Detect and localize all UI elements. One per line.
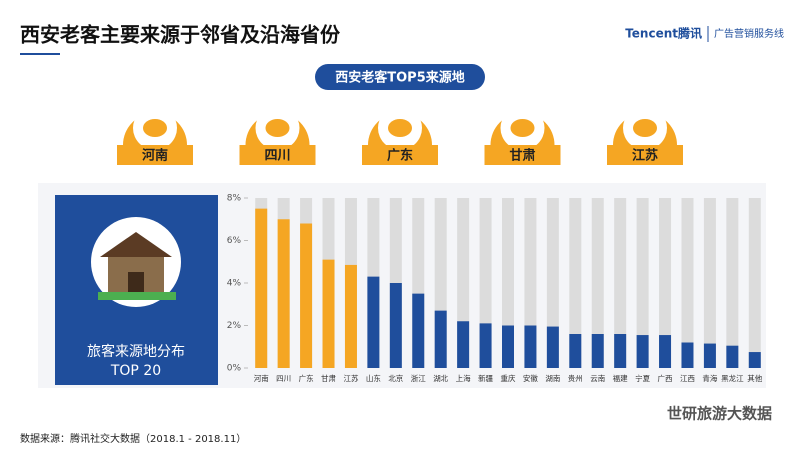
x-tick-label: 浙江 xyxy=(411,373,426,383)
bar-track xyxy=(659,198,672,368)
x-tick-label: 重庆 xyxy=(501,373,516,383)
bar xyxy=(367,276,380,368)
bar-track xyxy=(636,198,649,368)
x-tick-label: 上海 xyxy=(456,373,471,383)
bar xyxy=(726,345,739,368)
bar xyxy=(659,335,672,368)
x-tick-label: 湖南 xyxy=(545,373,560,383)
x-tick-label: 北京 xyxy=(388,373,403,383)
x-tick-label: 山东 xyxy=(366,373,381,383)
badge-label: 四川 xyxy=(264,149,290,164)
badge-label: 江苏 xyxy=(632,148,658,164)
bar xyxy=(546,326,559,368)
top5-banner xyxy=(315,64,485,90)
bar xyxy=(479,323,492,368)
x-tick-label: 云南 xyxy=(590,373,605,383)
bar-track xyxy=(569,198,582,368)
bar xyxy=(457,321,470,368)
x-tick-label: 广西 xyxy=(658,373,673,383)
badge-ribbon xyxy=(362,145,438,165)
bar xyxy=(255,208,268,368)
badge-ribbon xyxy=(239,145,316,165)
source: 数据来源：腾讯社交大数据（2018.1 - 2018.11） xyxy=(20,432,246,445)
bar xyxy=(591,334,604,368)
badge-map xyxy=(633,119,657,137)
x-tick-label: 广东 xyxy=(299,373,314,383)
bar-track xyxy=(681,198,694,368)
bar xyxy=(524,325,537,368)
badge-map xyxy=(388,119,412,137)
badge-map xyxy=(265,119,290,137)
bar xyxy=(569,334,582,368)
bar xyxy=(344,264,357,368)
y-tick-label: 4% xyxy=(227,279,242,289)
icon-roof xyxy=(100,232,172,257)
bar xyxy=(434,310,447,368)
bar xyxy=(300,223,313,368)
x-tick-label: 宁夏 xyxy=(635,373,650,383)
watermark: 世研旅游大数据 xyxy=(667,405,772,423)
bar-track xyxy=(726,198,739,368)
top5-title: 西安老客TOP5来源地 xyxy=(335,70,465,86)
badge-map xyxy=(510,119,535,137)
badges: 河南 四川 广东 甘肃 江苏 xyxy=(117,106,683,165)
bar-track xyxy=(614,198,627,368)
y-tick-label: 6% xyxy=(227,236,242,246)
info-line1: 旅客来源地分布 xyxy=(87,343,185,360)
badge-ribbon xyxy=(117,145,193,165)
y-tick-label: 0% xyxy=(227,364,242,374)
badge-ribbon xyxy=(607,145,683,165)
icon-gate xyxy=(128,272,144,292)
y-tick-label: 2% xyxy=(227,321,242,331)
bar xyxy=(614,334,627,368)
bar-track xyxy=(748,198,761,368)
x-tick-label: 河南 xyxy=(254,373,269,383)
bar-track xyxy=(591,198,604,368)
bar xyxy=(502,325,514,368)
badge-ribbon xyxy=(484,145,561,165)
x-tick-label: 贵州 xyxy=(568,373,583,383)
x-tick-label: 青海 xyxy=(702,373,717,383)
bar xyxy=(322,259,335,368)
badge-label: 广东 xyxy=(387,148,413,164)
x-tick-label: 湖北 xyxy=(433,374,448,383)
badge-map xyxy=(143,119,167,137)
bar-track xyxy=(546,198,559,368)
x-tick-label: 福建 xyxy=(613,373,628,383)
x-tick-label: 四川 xyxy=(276,374,291,383)
bar xyxy=(703,343,716,368)
icon-ground xyxy=(98,292,176,300)
x-tick-label: 甘肃 xyxy=(321,373,336,383)
bar xyxy=(277,219,290,368)
x-tick-label: 黑龙江 xyxy=(721,373,744,383)
x-tick-label: 江西 xyxy=(680,374,695,383)
y-tick-label: 8% xyxy=(227,194,242,204)
slide-title: 西安老客主要来源于邻省及沿海省份 xyxy=(20,23,341,47)
bar-track xyxy=(703,198,716,368)
x-tick-label: 安徽 xyxy=(523,373,538,383)
logo: Tencent腾讯 xyxy=(625,26,702,41)
bar xyxy=(681,342,694,368)
x-tick-label: 江苏 xyxy=(343,373,358,383)
plot: 0% 2% 4% 6% 8% 河南 四川 广东 甘肃 江苏 山东 北京 浙江 湖北 上海 新疆 重庆 安徽 湖南 贵州… xyxy=(227,194,763,384)
bar xyxy=(412,293,425,368)
x-tick-label: 其他 xyxy=(747,373,762,383)
badge-label: 河南 xyxy=(142,148,168,164)
bar xyxy=(748,352,761,368)
badge-label: 甘肃 xyxy=(509,148,535,164)
info-line2: TOP 20 xyxy=(110,363,161,379)
bar xyxy=(389,283,402,368)
division: 广告营销服务线 xyxy=(714,27,784,40)
bar xyxy=(636,335,649,368)
x-tick-label: 新疆 xyxy=(478,373,493,383)
